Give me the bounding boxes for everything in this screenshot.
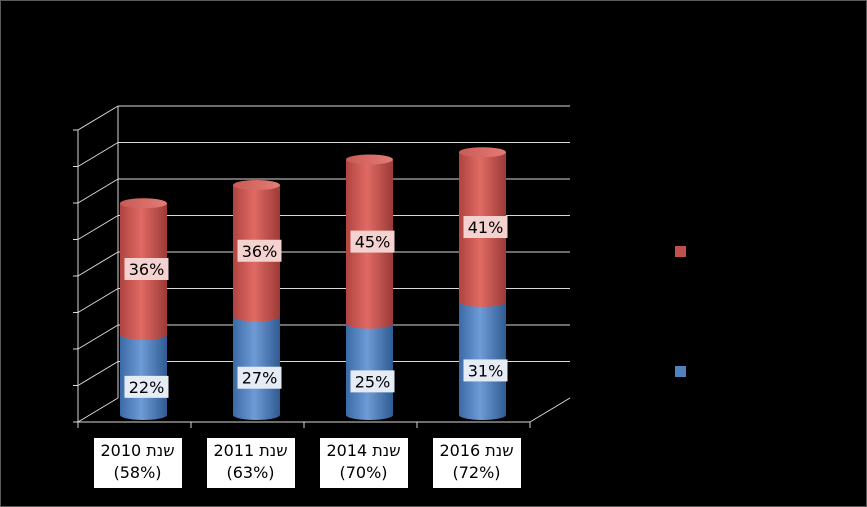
legend-swatch: [675, 366, 686, 377]
bars: [120, 147, 506, 420]
data-labels: 22% 36% 27% 36% 25% 45% 31% 41%: [124, 216, 508, 398]
data-label: 25%: [355, 372, 391, 391]
gridline-side: [77, 251, 119, 277]
data-label-box: [463, 359, 508, 382]
data-label: 27%: [242, 369, 278, 388]
data-label-box: [463, 216, 508, 239]
gridline-side: [77, 178, 119, 204]
data-label: 22%: [129, 378, 165, 397]
data-label: 36%: [242, 242, 278, 261]
legend-swatch: [675, 246, 686, 257]
data-label-box: [124, 375, 169, 398]
bar-top-cap: [346, 154, 393, 165]
data-label: 45%: [355, 233, 391, 252]
data-label-box: [237, 366, 282, 389]
bar-top-cap: [120, 198, 167, 209]
data-label-box: [350, 370, 395, 393]
data-label: 41%: [468, 218, 504, 237]
bar-top-cap: [459, 147, 506, 158]
data-label-box: [350, 230, 395, 253]
x-tick-label: שנת 2014 (70%): [319, 438, 408, 488]
gridline-side: [77, 142, 119, 167]
data-label-box: [124, 258, 169, 280]
x-tick-label-total: (72%): [452, 463, 501, 482]
bar-top-cap: [233, 180, 280, 191]
x-tick-label-year: שנת 2016: [439, 441, 514, 460]
x-tick-label: שנת 2010 (58%): [93, 438, 182, 488]
x-tick-label-total: (70%): [339, 463, 388, 482]
data-label-box: [237, 239, 282, 262]
x-tick-label: שנת 2011 (63%): [206, 438, 295, 488]
gridline-side: [77, 288, 119, 313]
gridline-side: [77, 324, 119, 350]
x-tick-label-total: (63%): [226, 463, 275, 482]
gridline-side: [77, 397, 119, 423]
x-tick-label-year: שנת 2010: [100, 441, 175, 460]
x-tick-label: שנת 2016 (72%): [432, 438, 521, 488]
data-label: 36%: [129, 260, 165, 279]
x-tick-label-year: שנת 2011: [213, 441, 288, 460]
gridline-side: [77, 361, 119, 386]
x-tick-label-total: (58%): [113, 463, 162, 482]
gridline-side: [77, 105, 119, 131]
gridline-side: [77, 215, 119, 240]
floor-edge: [529, 397, 571, 423]
data-label: 31%: [468, 361, 504, 380]
x-tick-label-year: שנת 2014: [326, 441, 401, 460]
